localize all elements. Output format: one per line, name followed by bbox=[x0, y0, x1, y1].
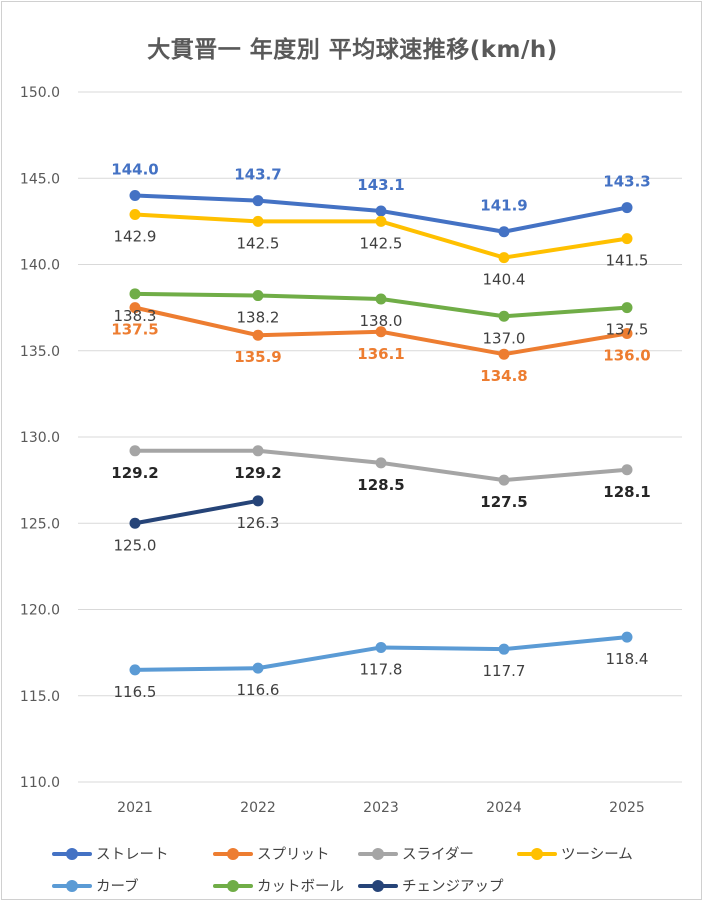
data-point bbox=[375, 205, 387, 217]
data-label: 128.1 bbox=[603, 483, 650, 501]
data-point bbox=[129, 445, 141, 457]
x-tick-label: 2024 bbox=[486, 800, 522, 816]
data-point bbox=[621, 631, 633, 643]
data-point bbox=[375, 293, 387, 305]
data-label: 116.5 bbox=[114, 683, 157, 701]
data-label: 117.8 bbox=[360, 660, 403, 678]
series-group bbox=[129, 190, 633, 676]
data-label: 143.7 bbox=[234, 166, 281, 184]
data-point bbox=[252, 215, 264, 227]
data-point bbox=[252, 445, 264, 457]
data-point bbox=[621, 202, 633, 214]
data-label: 138.3 bbox=[114, 307, 157, 325]
y-tick-label: 125.0 bbox=[20, 516, 60, 532]
data-point bbox=[252, 290, 264, 302]
data-label: 136.1 bbox=[357, 345, 404, 363]
data-label: 125.0 bbox=[114, 536, 157, 554]
y-tick-label: 140.0 bbox=[20, 258, 60, 274]
series-2 bbox=[129, 445, 633, 486]
series-3 bbox=[129, 208, 633, 264]
data-label: 144.0 bbox=[111, 161, 158, 179]
series-4 bbox=[129, 631, 633, 676]
x-tick-label: 2025 bbox=[609, 800, 645, 816]
y-axis-ticks: 110.0 115.0 120.0 125.0 130.0 135.0 140.0 145.0… bbox=[20, 85, 60, 791]
data-point bbox=[621, 233, 633, 245]
data-label: 140.4 bbox=[483, 271, 526, 289]
data-label: 142.5 bbox=[360, 234, 403, 252]
y-tick-label: 115.0 bbox=[20, 689, 60, 705]
data-point bbox=[375, 457, 387, 469]
data-point bbox=[129, 302, 141, 314]
data-label: 126.3 bbox=[237, 514, 280, 532]
data-point bbox=[621, 328, 633, 339]
y-tick-label: 130.0 bbox=[20, 430, 60, 446]
data-point bbox=[129, 664, 141, 676]
gridlines bbox=[78, 91, 682, 783]
y-tick-label: 150.0 bbox=[20, 85, 60, 101]
data-labels: 144.0 143.7 143.1 141.9 143.3 137.5 135.9 136.1… bbox=[111, 161, 650, 701]
x-axis-ticks: 2021 2022 2023 2024 2025 bbox=[117, 800, 645, 816]
data-point bbox=[129, 517, 141, 529]
data-label: 137.0 bbox=[483, 329, 526, 347]
data-point bbox=[498, 474, 510, 486]
y-tick-label: 120.0 bbox=[20, 603, 60, 619]
chart-title: 大貫晋一 年度別 平均球速推移(km/h) bbox=[147, 37, 558, 63]
data-label: 129.2 bbox=[234, 464, 281, 482]
data-point bbox=[129, 208, 141, 220]
data-label: 117.7 bbox=[483, 662, 526, 680]
y-tick-label: 135.0 bbox=[20, 344, 60, 360]
data-point bbox=[375, 326, 387, 338]
data-label: 135.9 bbox=[234, 348, 281, 366]
data-point bbox=[375, 215, 387, 227]
data-label: 137.5 bbox=[606, 321, 649, 339]
data-point bbox=[375, 641, 387, 653]
data-label: 141.5 bbox=[606, 252, 649, 270]
data-point bbox=[498, 643, 510, 655]
data-label: 138.0 bbox=[360, 312, 403, 330]
data-point bbox=[498, 310, 510, 322]
data-point bbox=[129, 288, 141, 300]
data-point bbox=[252, 195, 264, 207]
x-tick-label: 2023 bbox=[363, 800, 399, 816]
x-tick-label: 2021 bbox=[117, 800, 153, 816]
data-point bbox=[252, 662, 264, 674]
data-label: 141.9 bbox=[480, 197, 527, 215]
data-point bbox=[498, 226, 510, 238]
data-label: 142.9 bbox=[114, 227, 157, 245]
data-label: 138.2 bbox=[237, 309, 280, 327]
data-label: 143.1 bbox=[357, 176, 404, 194]
data-label: 128.5 bbox=[357, 476, 404, 494]
series-5 bbox=[129, 288, 633, 322]
series-0 bbox=[129, 190, 633, 238]
y-tick-label: 145.0 bbox=[20, 171, 60, 187]
data-point bbox=[252, 329, 264, 341]
data-label: 129.2 bbox=[111, 464, 158, 482]
series-line bbox=[133, 498, 260, 526]
series-6 bbox=[129, 495, 264, 529]
y-tick-label: 110.0 bbox=[20, 775, 60, 791]
data-label: 134.8 bbox=[480, 367, 527, 385]
data-label: 142.5 bbox=[237, 234, 280, 252]
data-label: 136.0 bbox=[603, 347, 650, 365]
series-1 bbox=[129, 302, 633, 360]
data-point bbox=[498, 348, 510, 360]
data-label: 116.6 bbox=[237, 681, 280, 699]
data-label: 137.5 bbox=[111, 321, 158, 339]
data-label: 127.5 bbox=[480, 493, 527, 511]
data-point bbox=[621, 302, 633, 314]
data-point bbox=[129, 190, 141, 201]
data-point bbox=[252, 495, 264, 507]
data-label: 143.3 bbox=[603, 173, 650, 191]
data-point bbox=[621, 464, 633, 476]
data-label: 118.4 bbox=[606, 650, 649, 668]
x-tick-label: 2022 bbox=[240, 800, 276, 816]
data-point bbox=[498, 252, 510, 264]
